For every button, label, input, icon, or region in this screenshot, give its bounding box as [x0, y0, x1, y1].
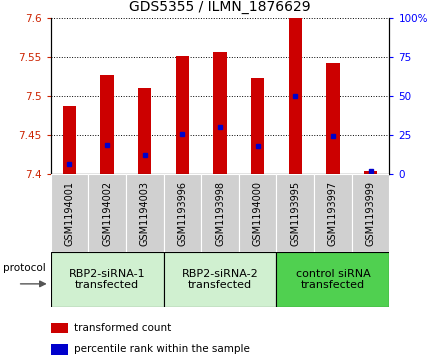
Bar: [364, 171, 377, 174]
Text: GSM1193995: GSM1193995: [290, 181, 300, 246]
Title: GDS5355 / ILMN_1876629: GDS5355 / ILMN_1876629: [129, 0, 311, 15]
Bar: [51, 174, 88, 252]
Bar: [213, 52, 227, 174]
Bar: [289, 18, 302, 174]
Text: GSM1193997: GSM1193997: [328, 181, 338, 246]
Bar: [51, 344, 68, 355]
Text: percentile rank within the sample: percentile rank within the sample: [74, 344, 250, 354]
Bar: [63, 106, 76, 174]
Bar: [176, 56, 189, 174]
Text: GSM1193996: GSM1193996: [177, 181, 187, 246]
Text: GSM1193998: GSM1193998: [215, 181, 225, 246]
Bar: [138, 88, 151, 174]
Bar: [51, 252, 164, 307]
Bar: [88, 174, 126, 252]
Bar: [51, 323, 68, 333]
Bar: [201, 174, 239, 252]
Text: RBP2-siRNA-1
transfected: RBP2-siRNA-1 transfected: [69, 269, 145, 290]
Text: RBP2-siRNA-2
transfected: RBP2-siRNA-2 transfected: [182, 269, 258, 290]
Bar: [100, 75, 114, 174]
Bar: [164, 174, 201, 252]
Text: GSM1194003: GSM1194003: [140, 181, 150, 246]
Bar: [239, 174, 276, 252]
Text: protocol: protocol: [3, 262, 45, 273]
Bar: [352, 174, 389, 252]
Bar: [276, 252, 389, 307]
Bar: [126, 174, 164, 252]
Bar: [314, 174, 352, 252]
Text: GSM1194001: GSM1194001: [64, 181, 74, 246]
Bar: [326, 64, 340, 174]
Text: GSM1194000: GSM1194000: [253, 181, 263, 246]
Text: transformed count: transformed count: [74, 323, 172, 333]
Bar: [164, 252, 276, 307]
Bar: [276, 174, 314, 252]
Text: GSM1193999: GSM1193999: [366, 181, 376, 246]
Bar: [251, 78, 264, 174]
Text: GSM1194002: GSM1194002: [102, 181, 112, 246]
Text: control siRNA
transfected: control siRNA transfected: [296, 269, 370, 290]
